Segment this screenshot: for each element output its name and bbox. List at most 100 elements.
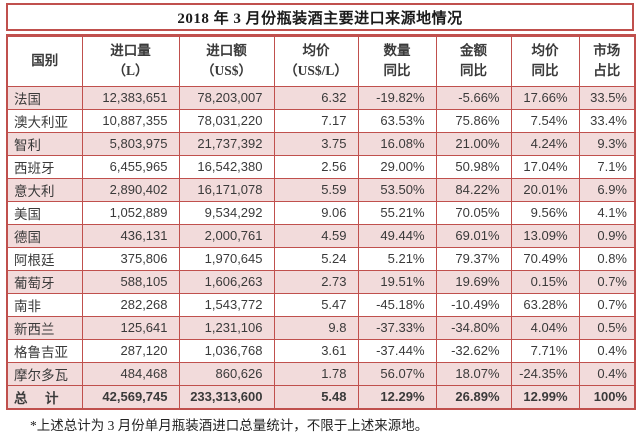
col-header-price-yoy-line2: 同比 [531,63,559,79]
total-avg-price: 5.48 [273,384,359,409]
market-share-cell: 0.4% [578,361,636,386]
col-header-import-value: 进口额 （US$） [178,35,275,87]
import-volume-cell: 10,887,355 [81,108,180,133]
table-title: 2018 年 3 月份瓶装酒主要进口来源地情况 [6,3,634,31]
amount-yoy-cell: -5.66% [435,85,512,110]
qty-yoy-cell: 56.07% [357,361,437,386]
price-yoy-cell: 63.28% [510,292,580,317]
price-yoy-cell: 7.54% [510,108,580,133]
country-cell: 摩尔多瓦 [6,361,83,386]
avg-price-cell: 5.47 [273,292,359,317]
market-share-cell: 33.4% [578,108,636,133]
market-share-cell: 7.1% [578,154,636,179]
total-amount-yoy: 26.89% [435,384,512,409]
table-row: 格鲁吉亚 287,120 1,036,768 3.61 -37.44% -32.… [6,338,636,363]
qty-yoy-cell: 53.50% [357,177,437,202]
import-volume-cell: 588,105 [81,269,180,294]
price-yoy-cell: 13.09% [510,223,580,248]
price-yoy-cell: 17.04% [510,154,580,179]
import-value-cell: 1,970,645 [178,246,275,271]
avg-price-cell: 5.59 [273,177,359,202]
qty-yoy-cell: 19.51% [357,269,437,294]
price-yoy-cell: 4.24% [510,131,580,156]
market-share-cell: 4.1% [578,200,636,225]
market-share-cell: 0.7% [578,269,636,294]
country-cell: 智利 [6,131,83,156]
market-share-cell: 0.7% [578,292,636,317]
price-yoy-cell: 17.66% [510,85,580,110]
market-share-cell: 0.5% [578,315,636,340]
country-cell: 格鲁吉亚 [6,338,83,363]
col-header-import-volume-line1: 进口量 [110,43,151,58]
avg-price-cell: 7.17 [273,108,359,133]
import-volume-cell: 2,890,402 [81,177,180,202]
amount-yoy-cell: 70.05% [435,200,512,225]
total-volume: 42,569,745 [81,384,180,409]
table-row: 澳大利亚 10,887,355 78,031,220 7.17 63.53% 7… [6,108,636,133]
avg-price-cell: 1.78 [273,361,359,386]
col-header-import-volume: 进口量 （L） [81,35,180,87]
amount-yoy-cell: -10.49% [435,292,512,317]
total-qty-yoy: 12.29% [357,384,437,409]
import-value-cell: 1,036,768 [178,338,275,363]
country-cell: 新西兰 [6,315,83,340]
import-value-cell: 78,203,007 [178,85,275,110]
import-value-cell: 21,737,392 [178,131,275,156]
amount-yoy-cell: 50.98% [435,154,512,179]
table-row: 葡萄牙 588,105 1,606,263 2.73 19.51% 19.69%… [6,269,636,294]
col-header-avg-price-line2: （US$/L） [284,63,348,79]
market-share-cell: 33.5% [578,85,636,110]
table-body: 法国 12,383,651 78,203,007 6.32 -19.82% -5… [6,85,636,386]
table-row: 新西兰 125,641 1,231,106 9.8 -37.33% -34.80… [6,315,636,340]
col-header-price-yoy-line1: 均价 [531,43,559,58]
price-yoy-cell: 9.56% [510,200,580,225]
amount-yoy-cell: 75.86% [435,108,512,133]
col-header-price-yoy: 均价 同比 [510,35,580,87]
qty-yoy-cell: -45.18% [357,292,437,317]
amount-yoy-cell: 69.01% [435,223,512,248]
country-cell: 澳大利亚 [6,108,83,133]
import-value-cell: 1,231,106 [178,315,275,340]
table-row: 意大利 2,890,402 16,171,078 5.59 53.50% 84.… [6,177,636,202]
qty-yoy-cell: 55.21% [357,200,437,225]
amount-yoy-cell: 19.69% [435,269,512,294]
country-cell: 美国 [6,200,83,225]
col-header-market-share-line1: 市场 [593,43,621,58]
table-row: 美国 1,052,889 9,534,292 9.06 55.21% 70.05… [6,200,636,225]
price-yoy-cell: 70.49% [510,246,580,271]
import-value-cell: 1,606,263 [178,269,275,294]
price-yoy-cell: 0.15% [510,269,580,294]
col-header-avg-price-line1: 均价 [302,43,330,58]
table-row: 西班牙 6,455,965 16,542,380 2.56 29.00% 50.… [6,154,636,179]
qty-yoy-cell: 63.53% [357,108,437,133]
market-share-cell: 9.3% [578,131,636,156]
amount-yoy-cell: 79.37% [435,246,512,271]
avg-price-cell: 9.06 [273,200,359,225]
avg-price-cell: 4.59 [273,223,359,248]
amount-yoy-cell: -34.80% [435,315,512,340]
import-volume-cell: 125,641 [81,315,180,340]
country-cell: 葡萄牙 [6,269,83,294]
avg-price-cell: 6.32 [273,85,359,110]
table-row: 阿根廷 375,806 1,970,645 5.24 5.21% 79.37% … [6,246,636,271]
qty-yoy-cell: 49.44% [357,223,437,248]
amount-yoy-cell: 18.07% [435,361,512,386]
country-cell: 德国 [6,223,83,248]
import-volume-cell: 282,268 [81,292,180,317]
price-yoy-cell: 20.01% [510,177,580,202]
col-header-import-value-line2: （US$） [200,63,252,79]
col-header-market-share-line2: 占比 [593,63,621,79]
amount-yoy-cell: -32.62% [435,338,512,363]
table-row: 南非 282,268 1,543,772 5.47 -45.18% -10.49… [6,292,636,317]
import-volume-cell: 436,131 [81,223,180,248]
avg-price-cell: 3.75 [273,131,359,156]
col-header-qty-yoy-line2: 同比 [383,63,411,79]
avg-price-cell: 9.8 [273,315,359,340]
avg-price-cell: 2.56 [273,154,359,179]
qty-yoy-cell: 29.00% [357,154,437,179]
table-header-row: 国别 进口量 （L） 进口额 （US$） 均价 （US$/L） 数量 同比 [6,35,636,87]
table-row: 德国 436,131 2,000,761 4.59 49.44% 69.01% … [6,223,636,248]
qty-yoy-cell: -37.33% [357,315,437,340]
col-header-amount-yoy-line2: 同比 [460,63,487,79]
